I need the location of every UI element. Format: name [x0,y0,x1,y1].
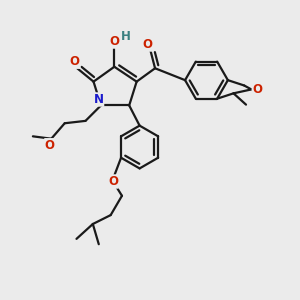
Text: N: N [94,93,103,106]
Text: O: O [142,38,153,51]
Text: H: H [121,30,131,43]
Text: O: O [109,35,119,48]
Text: O: O [252,83,262,96]
Text: O: O [70,55,80,68]
Text: O: O [108,175,118,188]
Text: O: O [45,139,55,152]
